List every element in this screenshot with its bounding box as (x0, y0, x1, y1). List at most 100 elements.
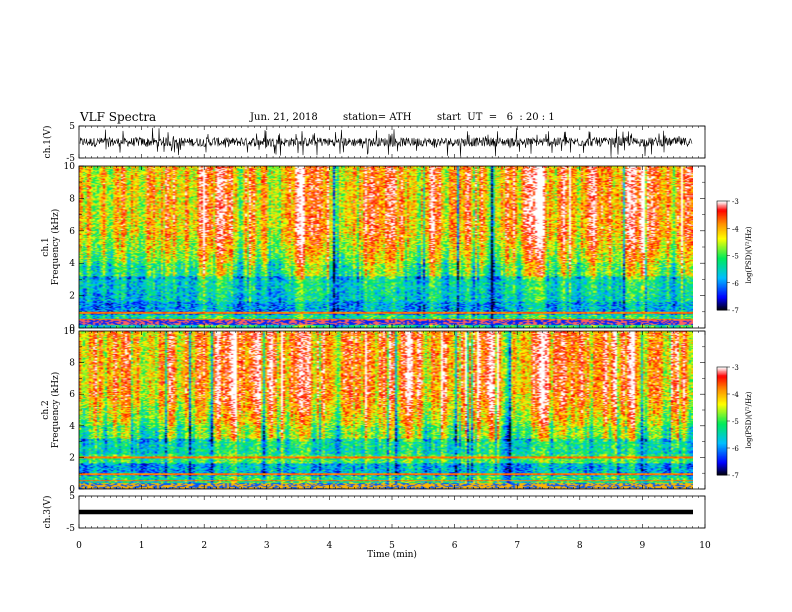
ch1-colorbar-swatch (717, 239, 727, 242)
ch3-waveform-y-tick-label: -5 (66, 524, 75, 534)
ch2-colorbar-swatch (717, 470, 727, 473)
ch2-colorbar-tick-label: -7 (732, 472, 739, 480)
ch1-colorbar-swatch (717, 207, 727, 210)
ch2-colorbar-swatch (717, 461, 727, 464)
ch2-spectrogram-y-tick-label: 0 (69, 485, 75, 495)
ch1-spectrogram-ylabel-line2: Frequency (kHz) (50, 209, 61, 286)
ch2-colorbar-swatch (717, 368, 727, 371)
ch2-colorbar-swatch (717, 388, 727, 391)
ch2-colorbar-swatch (717, 387, 727, 390)
ch1-colorbar-swatch (717, 269, 727, 271)
ch1-colorbar-swatch (717, 307, 727, 310)
ch2-colorbar-swatch (717, 407, 727, 410)
ch1-colorbar-swatch (717, 285, 727, 288)
ch1-colorbar-swatch (717, 205, 727, 207)
ch2-colorbar-swatch (717, 446, 727, 449)
ch2-colorbar-swatch (717, 434, 727, 437)
ch2-colorbar-swatch (717, 414, 727, 417)
ch1-colorbar-swatch (717, 263, 727, 266)
ch2-colorbar-swatch (717, 375, 727, 377)
ch1-colorbar-swatch (717, 201, 727, 203)
ch1-colorbar-swatch (717, 217, 727, 220)
ch3-waveform-y-tick-label: 5 (69, 492, 75, 502)
ch2-colorbar-swatch (717, 453, 727, 456)
ch2-colorbar-tick-label: -6 (732, 445, 739, 453)
ch3-waveform-ylabel: ch.3(V) (42, 496, 53, 529)
ch1-colorbar-swatch (717, 288, 727, 291)
x-tick-label: 9 (640, 541, 646, 551)
ch1-colorbar-swatch (717, 243, 727, 246)
ch2-colorbar-swatch (717, 465, 727, 468)
ch1-waveform-line (79, 127, 693, 157)
figure-title: VLF Spectra (80, 110, 157, 124)
ch2-colorbar-swatch (717, 379, 727, 381)
ch2-colorbar-label: log(PSD)(V²/Hz) (745, 391, 753, 448)
ch2-colorbar-swatch (717, 408, 727, 411)
ch1-colorbar-swatch (717, 292, 727, 295)
ch2-colorbar-swatch (717, 383, 727, 386)
ch2-colorbar-swatch (717, 422, 727, 425)
ch1-colorbar-swatch (717, 229, 727, 232)
ch2-spectrogram-ylabel-line1: ch.2 (41, 400, 51, 419)
ch2-colorbar-swatch (717, 438, 727, 441)
ch2-colorbar-swatch (717, 416, 727, 419)
ch1-colorbar-swatch (717, 260, 727, 263)
ch1-colorbar-tick-label: -3 (732, 198, 739, 206)
ch2-colorbar-swatch (717, 369, 727, 372)
ch2-colorbar-swatch (717, 449, 727, 452)
ch2-colorbar-swatch (717, 398, 727, 400)
ch1-colorbar-swatch (717, 244, 727, 247)
ch2-colorbar-swatch (717, 395, 727, 398)
ch1-colorbar-swatch (717, 270, 727, 273)
ch1-colorbar-swatch (717, 220, 727, 222)
ch2-colorbar-swatch (717, 376, 727, 379)
ch2-colorbar-swatch (717, 469, 727, 472)
ch2-colorbar-swatch (717, 466, 727, 469)
ch2-colorbar-swatch (717, 384, 727, 387)
ch2-colorbar-swatch (717, 404, 727, 407)
ch1-colorbar-swatch (717, 248, 727, 251)
ch1-colorbar-swatch (717, 273, 727, 276)
x-tick-label: 4 (327, 541, 333, 551)
ch1-colorbar-swatch (717, 203, 727, 206)
ch1-waveform-y-tick-label: -5 (66, 154, 75, 164)
ch1-colorbar-swatch (717, 222, 727, 225)
ch2-colorbar-swatch (717, 377, 727, 380)
ch2-spectrogram-y-tick-label: 6 (69, 390, 75, 400)
ch2-colorbar-swatch (717, 464, 727, 467)
ch1-colorbar-swatch (717, 214, 727, 217)
ch2-colorbar-swatch (717, 367, 727, 369)
ch2-colorbar-swatch (717, 426, 727, 429)
ch2-colorbar-swatch (717, 441, 727, 444)
ch2-colorbar-swatch (717, 423, 727, 426)
ch1-colorbar-swatch (717, 296, 727, 299)
ch2-colorbar-swatch (717, 412, 727, 415)
ch2-colorbar-swatch (717, 396, 727, 399)
ch1-colorbar-swatch (717, 281, 727, 284)
ch1-spectrogram-y-tick-label: 6 (69, 227, 75, 237)
start-time-label: start UT = 6 : 20 : 1 (437, 112, 555, 123)
ch1-colorbar-swatch (717, 258, 727, 261)
ch1-colorbar-swatch (717, 300, 727, 303)
ch1-colorbar-tick-label: -4 (732, 225, 739, 233)
ch1-colorbar-swatch (717, 265, 727, 267)
ch1-colorbar-swatch (717, 267, 727, 270)
ch1-colorbar-swatch (717, 211, 727, 214)
ch1-colorbar-swatch (717, 271, 727, 274)
ch1-colorbar-swatch (717, 303, 727, 306)
ch1-spectrogram-y-tick-label: 4 (69, 259, 75, 269)
x-axis-label: Time (min) (367, 549, 417, 560)
date-label: Jun. 21, 2018 (250, 112, 318, 123)
ch2-colorbar-swatch (717, 373, 727, 376)
ch1-colorbar-swatch (717, 299, 727, 301)
ch1-colorbar-tick-label: -7 (732, 307, 739, 315)
ch1-spectrogram-image (79, 166, 693, 328)
ch1-colorbar-swatch (717, 252, 727, 255)
ch2-colorbar-swatch (717, 433, 727, 435)
ch2-colorbar-swatch (717, 371, 727, 373)
ch2-colorbar-swatch (717, 425, 727, 427)
ch2-spectrogram-y-tick-label: 8 (69, 359, 75, 369)
ch1-colorbar-swatch (717, 256, 727, 259)
ch1-colorbar-swatch (717, 290, 727, 293)
ch1-colorbar-swatch (717, 278, 727, 281)
